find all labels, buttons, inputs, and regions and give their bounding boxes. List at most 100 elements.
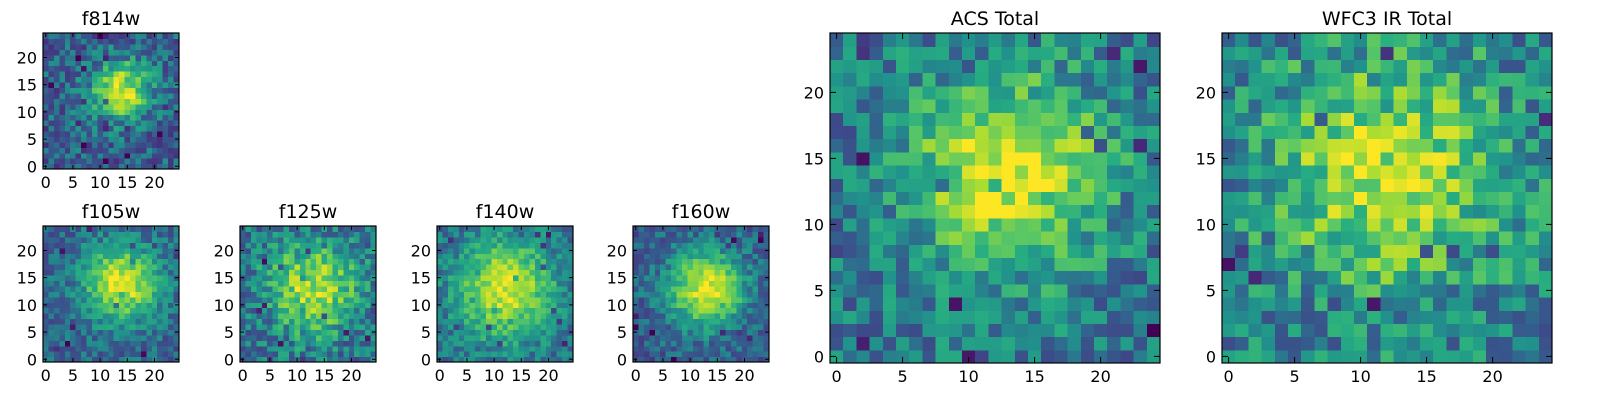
heatmap-cell — [1340, 33, 1355, 47]
heatmap-cell — [758, 345, 765, 352]
heatmap-cell — [534, 313, 541, 320]
heatmap-cell — [856, 283, 871, 298]
heatmap-cell — [1433, 125, 1447, 140]
heatmap-cell — [1314, 349, 1329, 364]
heatmap-cell — [1327, 310, 1342, 324]
heatmap-cell — [157, 318, 164, 325]
heatmap-cell — [130, 334, 137, 341]
heatmap-cell — [64, 71, 71, 78]
heatmap-cell — [676, 231, 683, 238]
heatmap-cell — [681, 329, 688, 336]
heatmap-cell — [714, 302, 721, 309]
heatmap-cell — [261, 247, 268, 254]
heatmap-cell — [1446, 231, 1461, 245]
heatmap-cell — [948, 231, 963, 245]
heatmap-cell — [370, 318, 377, 325]
heatmap-cell — [1486, 257, 1500, 272]
heatmap-cell — [157, 258, 164, 265]
heatmap-cell — [747, 253, 754, 260]
heatmap-cell — [70, 318, 77, 325]
heatmap-cell — [1393, 125, 1408, 140]
heatmap-cell — [102, 49, 109, 56]
heatmap-cell — [720, 264, 727, 271]
heatmap-cell — [513, 351, 520, 358]
heatmap-cell — [59, 38, 66, 45]
heatmap-cell — [102, 258, 109, 265]
heatmap-cell — [469, 258, 476, 265]
x-tick-label: 5 — [898, 367, 908, 386]
heatmap-cell — [86, 334, 93, 341]
heatmap-cell — [1420, 72, 1434, 87]
heatmap-cell — [442, 329, 449, 336]
heatmap-cell — [681, 258, 688, 265]
heatmap-cell — [1133, 244, 1148, 258]
heatmap-cell — [633, 236, 640, 243]
heatmap-cell — [1499, 165, 1513, 179]
heatmap-cell — [310, 313, 317, 320]
heatmap-cell — [464, 280, 471, 287]
heatmap-cell — [458, 302, 465, 309]
heatmap-cell — [59, 141, 66, 148]
heatmap-cell — [1433, 310, 1447, 324]
heatmap-cell — [458, 329, 465, 336]
heatmap-cell — [1107, 323, 1121, 338]
heatmap-cell — [962, 231, 976, 245]
heatmap-cell — [638, 280, 645, 287]
heatmap-cell — [545, 318, 552, 325]
heatmap-cell — [485, 351, 492, 358]
heatmap-cell — [97, 258, 104, 265]
heatmap-cell — [1067, 323, 1082, 338]
heatmap-cell — [1120, 231, 1135, 245]
heatmap-cell — [173, 345, 180, 352]
heatmap-cell — [698, 242, 705, 249]
heatmap-cell — [496, 280, 503, 287]
y-tick-label: 15 — [607, 269, 627, 288]
heatmap-cell — [935, 297, 950, 311]
heatmap-cell — [948, 204, 963, 219]
heatmap-cell — [752, 247, 759, 254]
heatmap-cell — [321, 340, 328, 347]
heatmap-cell — [130, 302, 137, 309]
heatmap-cell — [64, 323, 71, 330]
heatmap-cell — [1459, 178, 1474, 192]
heatmap-cell — [294, 302, 301, 309]
heatmap-cell — [638, 356, 645, 363]
heatmap-cell — [64, 120, 71, 127]
heatmap-cell — [75, 147, 82, 154]
heatmap-cell — [556, 285, 563, 292]
heatmap-cell — [86, 269, 93, 276]
heatmap-cell — [758, 313, 765, 320]
heatmap-cell — [86, 98, 93, 105]
heatmap-cell — [720, 258, 727, 265]
heatmap-cell — [1327, 151, 1342, 166]
heatmap-cell — [447, 334, 454, 341]
heatmap-cell — [162, 253, 169, 260]
heatmap-cell — [562, 226, 569, 233]
heatmap-cell — [283, 264, 290, 271]
heatmap-cell — [1248, 217, 1263, 232]
heatmap-cell — [649, 280, 656, 287]
heatmap-cell — [119, 87, 126, 94]
heatmap-cell — [524, 329, 531, 336]
heatmap-cell — [654, 296, 661, 303]
heatmap-cell — [687, 318, 694, 325]
heatmap-cell — [922, 125, 937, 140]
y-tick-label: 20 — [214, 241, 234, 260]
heatmap-cell — [975, 33, 989, 47]
heatmap-cell — [332, 318, 339, 325]
heatmap-cell — [1274, 349, 1289, 364]
heatmap-cell — [513, 329, 520, 336]
heatmap-cell — [1274, 33, 1289, 47]
y-tick-label: 10 — [17, 103, 37, 122]
heatmap-cell — [250, 318, 257, 325]
heatmap-cell — [464, 242, 471, 249]
heatmap-cell — [496, 302, 503, 309]
heatmap-cell — [1512, 125, 1527, 140]
heatmap-cell — [469, 345, 476, 352]
heatmap-cell — [948, 33, 963, 47]
heatmap-cell — [703, 258, 710, 265]
heatmap-cell — [1367, 72, 1381, 87]
heatmap-cell — [1094, 33, 1108, 47]
heatmap-cell — [518, 280, 525, 287]
heatmap-cell — [935, 151, 950, 166]
